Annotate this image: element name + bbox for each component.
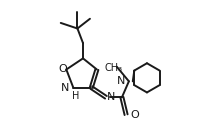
Text: O: O [130,110,139,120]
Text: H: H [72,91,80,101]
Text: N: N [117,76,125,86]
Text: N: N [107,92,115,102]
Text: N: N [61,83,69,93]
Text: CH₃: CH₃ [104,63,122,73]
Text: O: O [58,64,67,74]
